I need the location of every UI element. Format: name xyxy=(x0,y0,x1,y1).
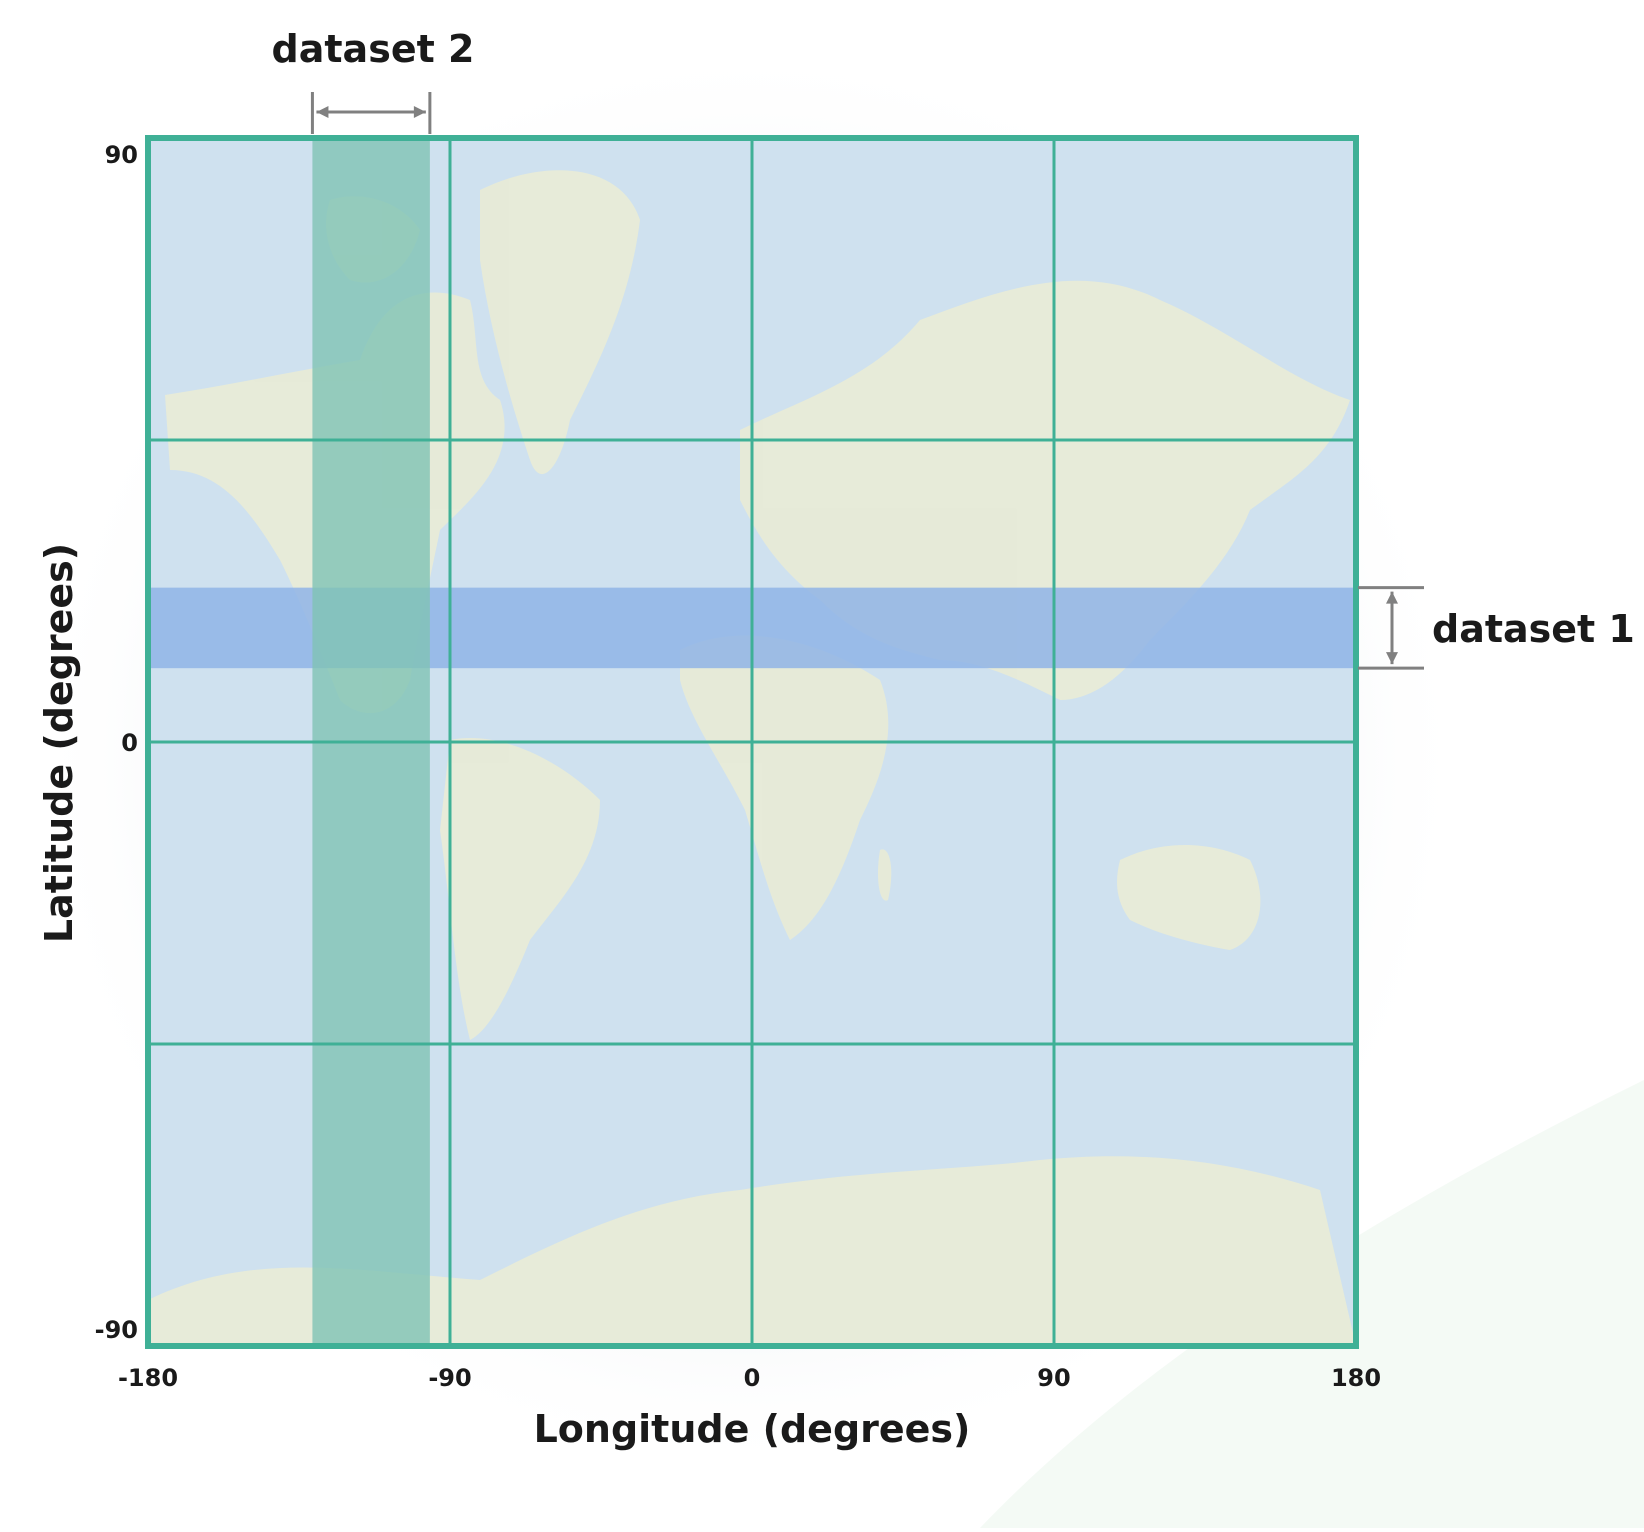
x-tick-label: -90 xyxy=(428,1364,471,1392)
dataset-1-arrow-top xyxy=(1386,591,1398,604)
x-tick-label: 90 xyxy=(1037,1364,1070,1392)
y-tick-label: 90 xyxy=(105,141,138,169)
x-tick-label: 0 xyxy=(744,1364,761,1392)
y-tick-label: 0 xyxy=(121,729,138,757)
x-axis-label: Longitude (degrees) xyxy=(534,1407,971,1451)
dataset-2-arrow-right xyxy=(413,106,426,118)
map-frame xyxy=(145,135,1359,1349)
australia xyxy=(1117,845,1261,950)
grid-lines xyxy=(145,135,1359,1349)
madagascar xyxy=(877,849,892,901)
dataset-brackets xyxy=(310,92,1424,670)
greenland xyxy=(480,170,640,475)
dataset-2-arrow-left xyxy=(316,106,329,118)
africa xyxy=(680,635,889,940)
dataset-1-arrow-bottom xyxy=(1386,652,1398,665)
x-tick-label: 180 xyxy=(1331,1364,1381,1392)
south-america xyxy=(440,738,600,1040)
y-axis-label: Latitude (degrees) xyxy=(37,543,81,943)
dataset-1-label: dataset 1 xyxy=(1432,607,1635,651)
dataset-2-label: dataset 2 xyxy=(272,27,475,71)
y-tick-label: -90 xyxy=(95,1316,138,1344)
axis-ticks: -180 -90 0 90 180 90 0 -90 xyxy=(95,141,1381,1392)
x-tick-label: -180 xyxy=(118,1364,178,1392)
